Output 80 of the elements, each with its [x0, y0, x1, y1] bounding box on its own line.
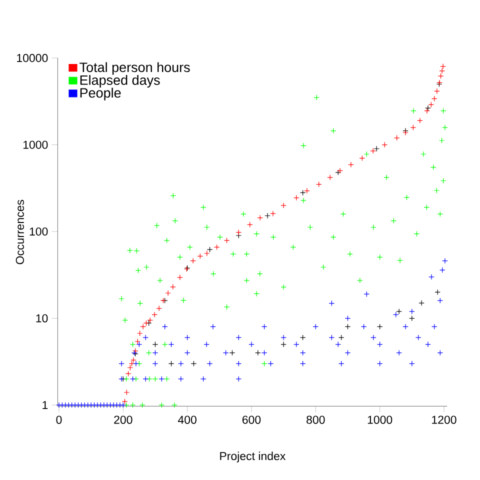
point [294, 194, 300, 201]
point [418, 300, 424, 306]
point [440, 64, 446, 70]
x-tick-label: 600 [242, 416, 261, 424]
point [165, 290, 171, 296]
point [327, 174, 333, 180]
point [246, 222, 253, 228]
point [190, 360, 197, 367]
point [125, 370, 132, 377]
point [434, 289, 440, 296]
point [374, 146, 380, 152]
point [136, 330, 143, 336]
y-tick-label: 10 [36, 314, 48, 322]
x-tick-label: 1000 [368, 416, 392, 424]
point [417, 118, 423, 124]
point [348, 162, 354, 168]
point [168, 360, 174, 367]
point [300, 190, 306, 196]
point [359, 155, 366, 162]
x-axis-title: Project index [220, 452, 286, 462]
x-tick-label: 800 [306, 416, 325, 424]
legend-label: Total person hours [80, 62, 190, 75]
point [204, 250, 210, 256]
point [147, 317, 153, 324]
point [425, 105, 431, 111]
point [300, 334, 306, 340]
x-tick-label: 1200 [432, 416, 456, 424]
point [428, 102, 434, 108]
legend-label: People [80, 88, 121, 100]
point [431, 96, 438, 102]
point [124, 389, 130, 396]
legend-label: Elapsed days [80, 74, 160, 88]
point [394, 135, 400, 141]
point [156, 306, 162, 312]
point [229, 350, 236, 356]
point [130, 357, 136, 363]
point [438, 73, 444, 79]
point [214, 244, 220, 250]
y-axis-title: Occurrences [16, 200, 24, 264]
point [376, 324, 383, 330]
y-tick-label: 100 [30, 227, 48, 236]
point [128, 360, 135, 367]
point [280, 342, 286, 348]
y-tick-label: 1000 [23, 140, 48, 149]
point [424, 108, 430, 114]
x-tick-label: 400 [178, 416, 196, 424]
point [206, 246, 213, 252]
point [434, 88, 440, 94]
x-tick-label: 0 [56, 416, 62, 424]
point [127, 364, 134, 371]
point [224, 238, 230, 244]
point [338, 334, 344, 340]
point [143, 320, 150, 326]
point [439, 68, 445, 74]
point [134, 338, 140, 344]
point [304, 188, 310, 194]
point [344, 324, 351, 330]
point [280, 202, 286, 208]
point [197, 253, 204, 260]
point [255, 350, 261, 356]
point [170, 284, 176, 290]
point [122, 398, 128, 404]
point [409, 315, 415, 322]
point [190, 258, 196, 264]
point [152, 312, 158, 318]
point [270, 210, 276, 216]
point [396, 308, 402, 314]
point [177, 274, 183, 280]
point [410, 124, 416, 130]
point [257, 214, 264, 221]
point [152, 342, 158, 348]
point [236, 229, 242, 236]
point [370, 148, 376, 154]
y-tick-label: 10000 [17, 54, 48, 62]
x-tick-label: 200 [114, 416, 132, 424]
point [140, 324, 146, 330]
y-tick-label: 1 [42, 401, 48, 410]
point [316, 181, 322, 188]
point [382, 142, 388, 148]
point [264, 212, 270, 219]
